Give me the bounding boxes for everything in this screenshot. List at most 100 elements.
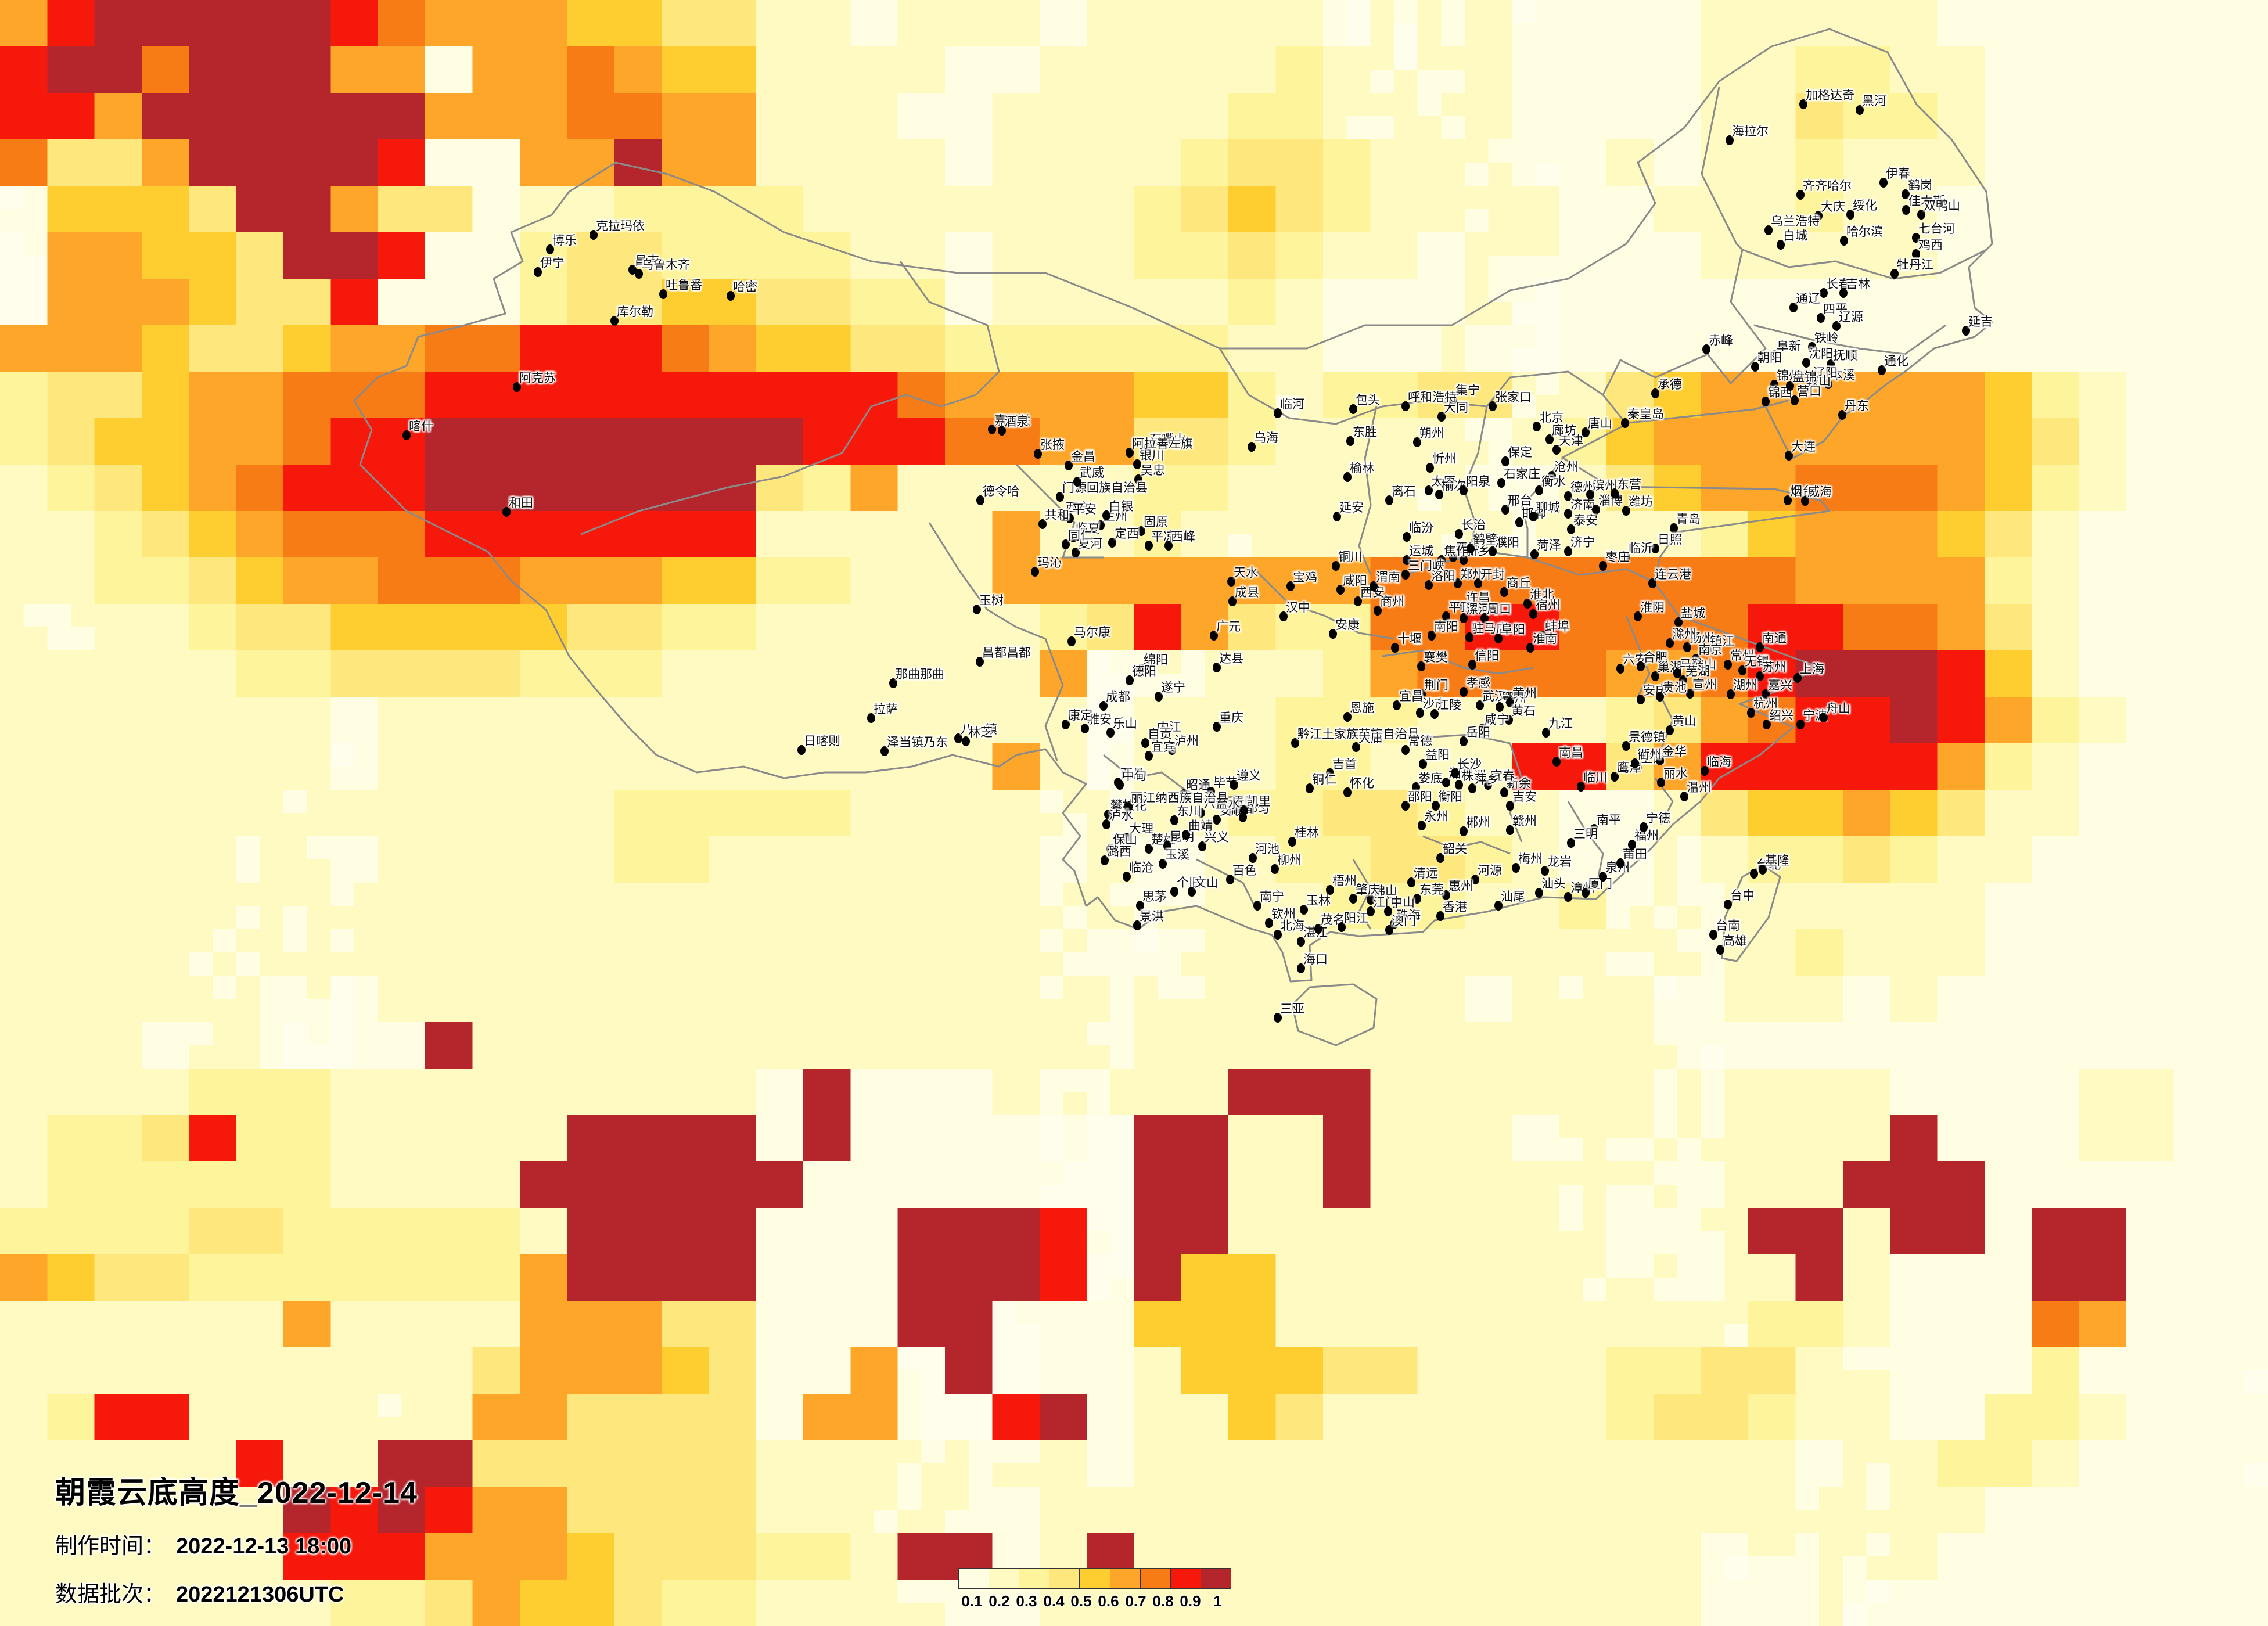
city-label: 柳州 — [1277, 854, 1302, 867]
city-dot-icon — [1814, 211, 1823, 221]
city-label: 黄山 — [1672, 715, 1696, 728]
city-label: 哈尔滨 — [1846, 225, 1883, 239]
city-dot-icon — [1126, 675, 1134, 685]
city-label: 永州 — [1424, 810, 1448, 823]
city-dot-icon — [1062, 720, 1070, 729]
city-label: 济宁 — [1570, 536, 1595, 549]
city-label: 景德镇 — [1629, 731, 1665, 744]
city-label: 嘉峪关 — [994, 414, 1031, 427]
city-dot-icon — [1401, 570, 1410, 580]
city-dot-icon — [1506, 825, 1514, 835]
legend-tick-label: 0.6 — [1098, 1592, 1119, 1610]
city-dot-icon — [1756, 671, 1764, 681]
city-dot-icon — [1616, 858, 1624, 868]
city-label: 张掖 — [1040, 438, 1065, 452]
city-dot-icon — [1770, 380, 1778, 390]
city-dot-icon — [1789, 303, 1798, 312]
city-label: 龙岩 — [1547, 855, 1572, 869]
city-dot-icon — [1529, 512, 1537, 521]
city-dot-icon — [1622, 741, 1630, 751]
city-dot-icon — [628, 265, 637, 275]
city-label: 平顶山 — [1448, 601, 1485, 614]
city-dot-icon — [1385, 495, 1393, 505]
city-label: 鹤岗 — [1908, 179, 1932, 192]
city-dot-icon — [1501, 505, 1509, 515]
city-dot-icon — [867, 713, 875, 723]
city-label: 温州 — [1687, 781, 1711, 794]
city-label: 延安 — [1339, 501, 1364, 515]
city-label: 七台河 — [1918, 222, 1955, 236]
city-dot-icon — [1471, 875, 1479, 884]
city-dot-icon — [1170, 887, 1178, 897]
city-dot-icon — [1198, 841, 1206, 851]
city-dot-icon — [1526, 643, 1534, 653]
city-label: 烟台 — [1790, 485, 1814, 498]
city-label: 惠州 — [1448, 880, 1473, 893]
city-label: 盐城 — [1681, 607, 1705, 620]
city-label: 绵阳 — [1144, 653, 1168, 667]
city-label: 集宁 — [1455, 384, 1480, 397]
city-label: 潍坊 — [1629, 495, 1653, 509]
city-label: 衡水 — [1541, 475, 1566, 488]
city-label: 忻州 — [1432, 452, 1457, 466]
city-label: 香港 — [1443, 901, 1467, 914]
city-label: 遂宁 — [1161, 681, 1185, 695]
city-label: 南阳 — [1434, 620, 1458, 634]
city-dot-icon — [1101, 855, 1109, 865]
city-dot-icon — [1590, 824, 1598, 834]
city-dot-icon — [1240, 805, 1248, 815]
city-label: 三明 — [1573, 828, 1598, 841]
city-label: 河池 — [1255, 843, 1279, 856]
city-label: 加格达奇 — [1806, 89, 1854, 102]
city-label: 同仁 — [1068, 529, 1092, 542]
city-label: 绍兴 — [1769, 709, 1793, 722]
city-dot-icon — [1460, 555, 1468, 565]
city-dot-icon — [546, 244, 554, 254]
city-label: 邢台 — [1508, 494, 1532, 508]
city-label: 丽水 — [1663, 767, 1688, 780]
legend-tick-label: 1 — [1213, 1592, 1222, 1610]
legend-swatch — [1140, 1568, 1171, 1589]
city-dot-icon — [1336, 585, 1345, 595]
city-label: 荆门 — [1424, 679, 1448, 692]
city-dot-icon — [1777, 240, 1785, 250]
city-dot-icon — [889, 678, 897, 688]
city-label: 湖州 — [1733, 679, 1757, 692]
city-label: 孝感 — [1466, 677, 1490, 690]
city-label: 乌海 — [1254, 431, 1278, 445]
city-dot-icon — [1545, 434, 1554, 444]
city-dot-icon — [1436, 911, 1444, 921]
city-dot-icon — [1143, 443, 1151, 453]
legend-swatch — [1170, 1568, 1201, 1589]
city-label: 铜仁 — [1312, 773, 1336, 786]
city-label: 吴忠 — [1141, 464, 1165, 477]
city-dot-icon — [1496, 702, 1504, 712]
city-dot-icon — [1207, 787, 1215, 797]
city-label: 赤峰 — [1709, 334, 1733, 347]
city-dot-icon — [1332, 561, 1340, 571]
city-label: 临沧 — [1129, 861, 1153, 875]
city-dot-icon — [1478, 724, 1486, 733]
city-label: 长春 — [1826, 278, 1850, 291]
city-dot-icon — [1824, 379, 1832, 389]
city-label: 南京 — [1698, 643, 1723, 657]
city-dot-icon — [1460, 613, 1468, 623]
city-dot-icon — [1564, 892, 1572, 902]
city-dot-icon — [1902, 189, 1910, 199]
city-dot-icon — [1116, 780, 1124, 790]
city-dot-icon — [1468, 660, 1476, 670]
city-dot-icon — [1611, 772, 1619, 782]
city-label: 盘锦 — [1792, 370, 1817, 384]
title-block: 朝霞云底高度_2022-12-14 制作时间： 2022-12-13 18:00… — [55, 1468, 418, 1608]
city-dot-icon — [1349, 404, 1357, 414]
city-dot-icon — [1099, 701, 1108, 711]
city-label: 临川 — [1583, 771, 1608, 785]
city-label: 台中 — [1730, 889, 1755, 902]
city-label: 吉首 — [1332, 758, 1357, 771]
city-dot-icon — [1533, 422, 1541, 431]
city-dot-icon — [1564, 509, 1572, 519]
legend-swatches — [958, 1568, 1231, 1589]
city-label: 洛阳 — [1431, 570, 1455, 583]
city-label: 日喀则 — [804, 735, 840, 748]
